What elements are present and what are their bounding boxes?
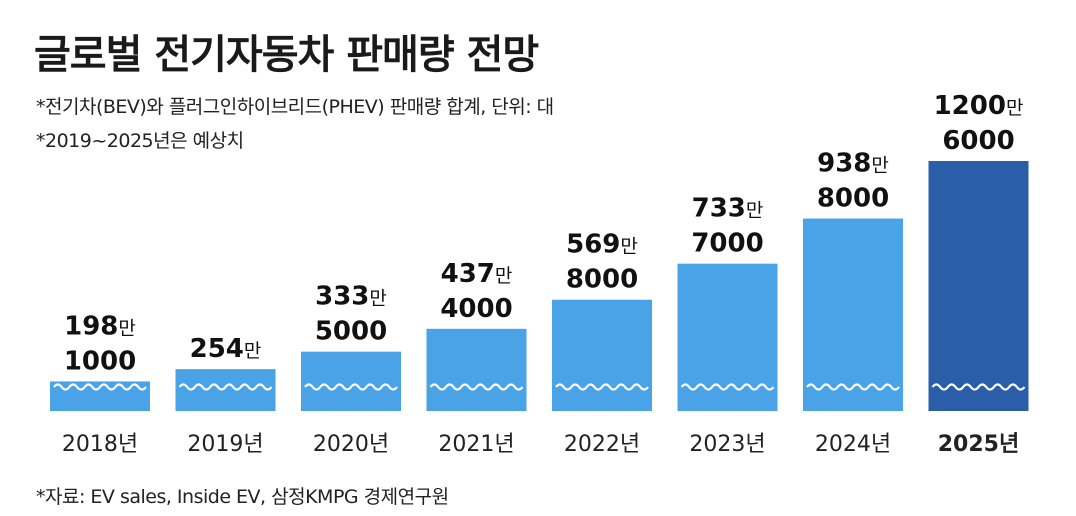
wave-decoration (680, 383, 775, 391)
chart-note-units: *전기차(BEV)와 플러그인하이브리드(PHEV) 판매량 합계, 단위: 대 (36, 96, 554, 118)
bar-value-label-sub: 5000 (315, 317, 387, 347)
bar-2022년 (552, 299, 652, 411)
bar-2024년 (803, 218, 903, 411)
bar-value-label: 733만 (692, 194, 764, 224)
bar-value-label-sub: 8000 (566, 265, 638, 295)
wave-decoration (555, 383, 649, 391)
bar-value-label-sub: 4000 (440, 294, 512, 324)
bar-value-label: 198만 (64, 311, 136, 341)
x-tick-label: 2020년 (313, 432, 389, 457)
wave-decoration (429, 383, 524, 391)
wave-decoration (304, 383, 398, 391)
x-tick-label: 2018년 (62, 432, 138, 457)
wave-decoration (53, 383, 147, 391)
chart-source: *자료: EV sales, Inside EV, 삼정KMPG 경제연구원 (36, 486, 449, 508)
bar-value-label: 333만 (315, 282, 387, 312)
wave-decoration (806, 383, 900, 391)
bar-2025년 (928, 161, 1029, 411)
bar-value-label-sub: 8000 (817, 184, 889, 214)
wave-decoration (931, 383, 1026, 391)
x-tick-label: 2023년 (689, 432, 765, 457)
wave-decoration (178, 383, 273, 391)
x-tick-label: 2021년 (438, 432, 514, 457)
bar-value-label: 569만 (566, 230, 638, 260)
x-tick-label: 2022년 (564, 432, 640, 457)
bar-value-label: 437만 (441, 259, 513, 289)
x-tick-label: 2024년 (815, 432, 891, 457)
bar-value-label-sub: 1000 (64, 346, 136, 376)
bar-value-label-sub: 6000 (942, 126, 1014, 156)
x-tick-label: 2025년 (938, 432, 1019, 457)
chart-title: 글로벌 전기자동차 판매량 전망 (34, 32, 539, 78)
bar-value-label: 254만 (190, 334, 262, 364)
bar-value-label: 1200만 (934, 91, 1024, 121)
bar-value-label: 938만 (817, 149, 889, 179)
bar-2021년 (426, 328, 527, 411)
bar-2020년 (301, 351, 401, 411)
chart-note-forecast: *2019~2025년은 예상치 (36, 130, 244, 152)
x-tick-label: 2019년 (187, 432, 263, 457)
bar-value-label-sub: 7000 (691, 229, 763, 259)
